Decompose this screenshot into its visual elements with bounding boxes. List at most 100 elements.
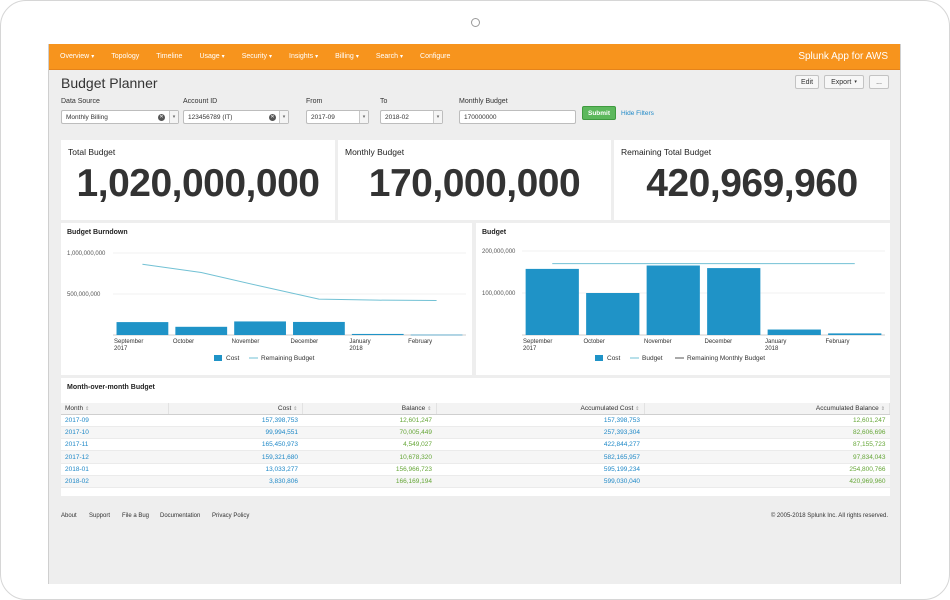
table-row: 2018-02 3,830,806 166,169,194 599,030,040 42… <box>61 475 890 489</box>
y-tick-label: 500,000,000 <box>67 292 101 298</box>
camera-icon <box>471 18 480 27</box>
table-row: 2017-11 165,450,973 4,549,027 422,844,277 87… <box>61 438 890 452</box>
x-tick-label: October <box>173 339 194 345</box>
monthly-budget-label: Monthly Budget <box>459 98 508 105</box>
table-row: 2018-01 13,033,277 156,966,723 595,199,234 2… <box>61 463 890 476</box>
line-remaining-budget <box>142 263 437 301</box>
page-title: Budget Planner <box>61 75 158 91</box>
month-cell[interactable]: 2017-12 <box>61 450 168 464</box>
edit-button[interactable]: Edit <box>795 75 819 89</box>
column-header-month[interactable]: Month ⇕ <box>61 403 169 415</box>
bar-september <box>116 322 169 335</box>
copyright: © 2005-2018 Splunk Inc. All rights reser… <box>770 513 888 519</box>
balance-cell: 166,169,194 <box>302 475 436 489</box>
bar-january <box>767 329 821 335</box>
month-cell[interactable]: 2018-02 <box>61 475 168 489</box>
x-tick-label: November <box>232 339 260 345</box>
accumulated-cost-cell: 422,844,277 <box>436 438 644 452</box>
nav-item-billing[interactable]: Billing ▾ <box>335 53 359 60</box>
cost-cell: 3,830,806 <box>168 475 302 489</box>
x-tick-label: 2018 <box>349 346 363 352</box>
column-header-balance[interactable]: Balance ⇕ <box>302 403 437 415</box>
footer-link-privacy-policy[interactable]: Privacy Policy <box>212 513 250 519</box>
balance-cell: 70,005,449 <box>302 426 436 440</box>
bar-november <box>234 321 286 335</box>
column-header-cost[interactable]: Cost ⇕ <box>168 403 303 415</box>
legend-label: Remaining Monthly Budget <box>687 355 765 362</box>
footer-link-file-a-bug[interactable]: File a Bug <box>122 513 150 519</box>
x-tick-label: 2017 <box>523 346 537 352</box>
accumulated-balance-cell: 87,155,723 <box>644 438 890 452</box>
balance-cell: 156,966,723 <box>302 463 436 476</box>
single-value-label: Total Budget <box>68 147 116 157</box>
x-tick-label: September <box>523 339 552 345</box>
more-button[interactable]: ... <box>869 75 889 89</box>
nav-item-usage[interactable]: Usage ▾ <box>199 53 225 60</box>
nav-item-timeline[interactable]: Timeline <box>156 53 183 60</box>
balance-cell: 4,549,027 <box>302 438 436 452</box>
month-over-month-panel: Month-over-month Budget Month ⇕ Cost ⇕ Bal… <box>61 378 890 496</box>
footer: About Support File a Bug Documentation P… <box>49 510 900 534</box>
data-source-select[interactable]: Monthly Billing ✕ ▾ <box>61 110 179 124</box>
single-value-label: Remaining Total Budget <box>621 147 712 157</box>
month-cell[interactable]: 2017-11 <box>61 438 168 452</box>
filter-bar: Data Source Monthly Billing ✕ ▾ Account … <box>49 92 900 132</box>
data-source-label: Data Source <box>61 98 100 105</box>
balance-cell: 10,678,320 <box>302 450 436 464</box>
accumulated-balance-cell: 82,606,696 <box>644 426 890 440</box>
nav-item-security[interactable]: Security ▾ <box>241 53 272 60</box>
nav-item-insights[interactable]: Insights ▾ <box>289 53 319 60</box>
footer-link-support[interactable]: Support <box>89 513 111 519</box>
column-header-accumulated-cost[interactable]: Accumulated Cost ⇕ <box>436 403 645 415</box>
monthly-budget-input[interactable]: 170000000 <box>459 110 576 124</box>
x-tick-label: February <box>826 339 850 345</box>
hide-filters-link[interactable]: Hide Filters <box>621 110 654 117</box>
chevron-down-icon[interactable]: ▾ <box>279 111 288 123</box>
x-tick-label: January <box>765 339 786 345</box>
data-source-value: Monthly Billing <box>66 113 108 121</box>
footer-link-documentation[interactable]: Documentation <box>160 513 201 519</box>
clear-icon[interactable]: ✕ <box>269 114 276 121</box>
bar-january <box>351 333 404 335</box>
cost-cell: 157,398,753 <box>168 414 302 427</box>
nav-item-search[interactable]: Search ▾ <box>375 53 404 60</box>
footer-link-about[interactable]: About <box>61 513 77 519</box>
cost-cell: 13,033,277 <box>168 463 302 476</box>
month-cell[interactable]: 2018-01 <box>61 463 168 476</box>
x-tick-label: 2017 <box>114 346 128 352</box>
sort-icon: ⇕ <box>427 405 432 412</box>
from-value: 2017-09 <box>311 113 335 121</box>
nav-item-overview[interactable]: Overview ▾ <box>60 53 95 60</box>
account-id-label: Account ID <box>183 98 218 105</box>
chevron-down-icon[interactable]: ▾ <box>169 111 178 123</box>
nav-item-topology[interactable]: Topology <box>111 53 140 60</box>
single-value: 420,969,960 <box>646 162 858 205</box>
x-tick-label: September <box>114 339 143 345</box>
balance-cell: 12,601,247 <box>302 414 436 427</box>
nav-item-configure[interactable]: Configure <box>420 53 451 60</box>
chevron-down-icon[interactable]: ▾ <box>359 111 368 123</box>
bar-february <box>410 334 463 336</box>
title-bar: Budget Planner Edit Export ▾ ... <box>49 70 900 92</box>
month-cell[interactable]: 2017-10 <box>61 426 168 440</box>
x-tick-label: February <box>408 339 432 345</box>
chevron-down-icon[interactable]: ▾ <box>433 111 442 123</box>
to-select[interactable]: 2018-02 ▾ <box>380 110 443 124</box>
from-label: From <box>306 98 323 105</box>
month-cell[interactable]: 2017-09 <box>61 414 168 427</box>
remaining-budget-panel: Remaining Total Budget 420,969,960 <box>614 140 890 220</box>
column-header-accumulated-balance[interactable]: Accumulated Balance ⇕ <box>644 403 890 415</box>
submit-button[interactable]: Submit <box>582 106 616 120</box>
y-tick-label: 1,000,000,000 <box>67 251 106 257</box>
x-tick-label: December <box>291 339 319 345</box>
bar-december <box>707 268 761 335</box>
legend-label: Cost <box>607 355 621 362</box>
app-screen: Overview ▾ Topology Timeline Usage ▾ Secur… <box>48 44 901 584</box>
bar-october <box>175 326 228 335</box>
legend-label: Cost <box>226 355 240 362</box>
clear-icon[interactable]: ✕ <box>158 114 165 121</box>
sort-icon: ⇕ <box>635 405 640 412</box>
from-select[interactable]: 2017-09 ▾ <box>306 110 369 124</box>
account-id-select[interactable]: 123456789 (IT) ✕ ▾ <box>183 110 289 124</box>
export-button[interactable]: Export ▾ <box>824 75 864 89</box>
